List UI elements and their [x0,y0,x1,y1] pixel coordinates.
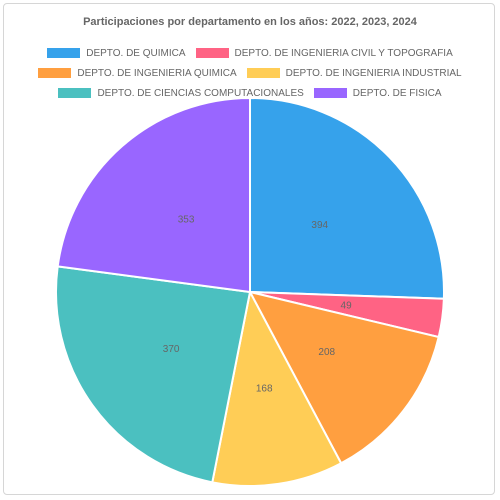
legend-item-ingenieria-civil[interactable]: DEPTO. DE INGENIERIA CIVIL Y TOPOGRAFIA [195,47,453,59]
pie-slice-ingenieria-industrial[interactable] [211,289,343,487]
legend-item-ciencias-computacionales[interactable]: DEPTO. DE CIENCIAS COMPUTACIONALES [58,87,304,99]
legend-swatch-ingenieria-quimica [38,68,72,78]
legend-row-3: DEPTO. DE CIENCIAS COMPUTACIONALES DEPTO… [0,85,500,101]
legend-item-ingenieria-quimica[interactable]: DEPTO. DE INGENIERIA QUIMICA [38,67,237,79]
pie-slice-quimica[interactable] [249,96,445,300]
chart-title: Participaciones por departamento en los … [83,16,417,28]
slice-label-fisica: 353 [178,215,195,226]
pie-slice-ingenieria-quimica[interactable] [248,290,440,465]
slice-label-ciencias-computacionales: 370 [163,344,180,355]
legend-item-ingenieria-industrial[interactable]: DEPTO. DE INGENIERIA INDUSTRIAL [246,67,462,79]
legend-row-2: DEPTO. DE INGENIERIA QUIMICA DEPTO. DE I… [0,65,500,81]
legend-label-ingenieria-industrial: DEPTO. DE INGENIERIA INDUSTRIAL [285,67,462,79]
legend-swatch-fisica [313,88,347,98]
legend-swatch-ingenieria-industrial [246,68,280,78]
legend-swatch-ciencias-computacionales [58,88,92,98]
legend-label-quimica: DEPTO. DE QUIMICA [86,47,186,59]
slice-label-quimica: 394 [311,220,328,231]
slice-label-ingenieria-industrial: 168 [256,383,273,394]
legend-label-fisica: DEPTO. DE FISICA [352,87,442,99]
legend-label-ingenieria-civil: DEPTO. DE INGENIERIA CIVIL Y TOPOGRAFIA [234,47,453,59]
legend-item-fisica[interactable]: DEPTO. DE FISICA [313,87,442,99]
legend-swatch-ingenieria-civil [195,48,229,58]
slice-label-ingenieria-quimica: 208 [318,347,335,358]
legend-row-1: DEPTO. DE QUIMICA DEPTO. DE INGENIERIA C… [0,45,500,61]
slice-label-ingenieria-civil: 49 [341,301,353,312]
legend-label-ingenieria-quimica: DEPTO. DE INGENIERIA QUIMICA [77,67,237,79]
legend-label-ciencias-computacionales: DEPTO. DE CIENCIAS COMPUTACIONALES [97,87,304,99]
legend-item-quimica[interactable]: DEPTO. DE QUIMICA [47,47,186,59]
legend-swatch-quimica [47,48,81,58]
pie-slice-ciencias-computacionales[interactable] [55,265,252,484]
chart-legend: DEPTO. DE QUIMICA DEPTO. DE INGENIERIA C… [0,45,500,105]
pie-slice-fisica[interactable] [56,96,251,294]
